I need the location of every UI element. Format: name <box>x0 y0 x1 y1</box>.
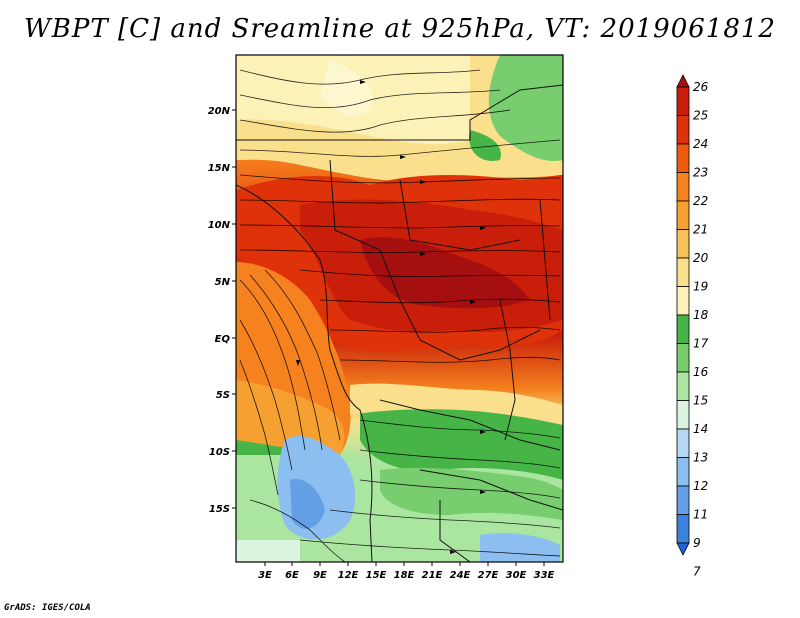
lat-label: 10N <box>208 220 231 231</box>
colorbar-segment <box>676 514 690 544</box>
colorbar-segment <box>676 257 690 287</box>
chart-title: WBPT [C] and Sreamline at 925hPa, VT: 20… <box>24 14 776 44</box>
colorbar-segment <box>676 542 690 556</box>
lat-label: 5N <box>215 277 231 288</box>
map-field <box>236 55 563 562</box>
lat-label: 20N <box>208 106 231 117</box>
credit-text: GrADS: IGES/COLA <box>4 603 91 613</box>
lat-label: EQ <box>215 334 231 345</box>
colorbar-label: 24 <box>693 137 708 151</box>
colorbar-label: 25 <box>693 109 708 123</box>
colorbar-segment <box>676 343 690 373</box>
colorbar-label: 12 <box>693 479 708 493</box>
lat-label: 5S <box>216 390 230 401</box>
colorbar-label: 22 <box>693 194 708 208</box>
colorbar-segment <box>676 74 690 88</box>
colorbar-segment <box>676 115 690 145</box>
colorbar-label: 9 <box>693 536 701 550</box>
colorbar-segment <box>676 143 690 173</box>
colorbar-segment <box>676 172 690 202</box>
lon-label: 21E <box>422 570 443 581</box>
lon-label: 12E <box>338 570 359 581</box>
colorbar-segment <box>676 457 690 487</box>
colorbar-segment <box>676 229 690 259</box>
colorbar-segment <box>676 86 690 116</box>
colorbar-segment <box>676 286 690 316</box>
colorbar-segment <box>676 485 690 515</box>
colorbar: 26 25 24 23 22 21 20 19 18 17 16 15 14 13 12 11 9 7 <box>676 74 709 579</box>
lat-label: 15N <box>208 163 231 174</box>
colorbar-label: 16 <box>693 365 709 379</box>
colorbar-label: 20 <box>693 251 709 265</box>
lon-label: 18E <box>394 570 415 581</box>
map-frame <box>235 54 564 563</box>
lon-label: 3E <box>258 570 272 581</box>
colorbar-label: 18 <box>693 308 709 322</box>
colorbar-label: 14 <box>693 422 708 436</box>
colorbar-segment <box>676 371 690 401</box>
colorbar-label: 13 <box>693 451 708 465</box>
colorbar-label: 26 <box>693 80 709 94</box>
colorbar-label: 17 <box>693 337 709 351</box>
lon-label: 33E <box>534 570 555 581</box>
colorbar-label: 15 <box>693 394 708 408</box>
lon-label: 24E <box>450 570 471 581</box>
lon-label: 6E <box>285 570 299 581</box>
colorbar-label: 19 <box>693 280 708 294</box>
lon-label: 15E <box>366 570 387 581</box>
colorbar-label: 7 <box>693 565 701 579</box>
lat-label: 15S <box>209 504 230 515</box>
colorbar-segment <box>676 314 690 344</box>
colorbar-segment <box>676 200 690 230</box>
colorbar-label: 23 <box>693 166 708 180</box>
colorbar-segment <box>676 400 690 430</box>
lat-label: 10S <box>209 447 230 458</box>
colorbar-label: 11 <box>693 508 708 522</box>
lon-label: 30E <box>506 570 527 581</box>
colorbar-segment <box>676 428 690 458</box>
lon-label: 9E <box>313 570 327 581</box>
colorbar-label: 21 <box>693 223 708 237</box>
lon-label: 27E <box>478 570 499 581</box>
